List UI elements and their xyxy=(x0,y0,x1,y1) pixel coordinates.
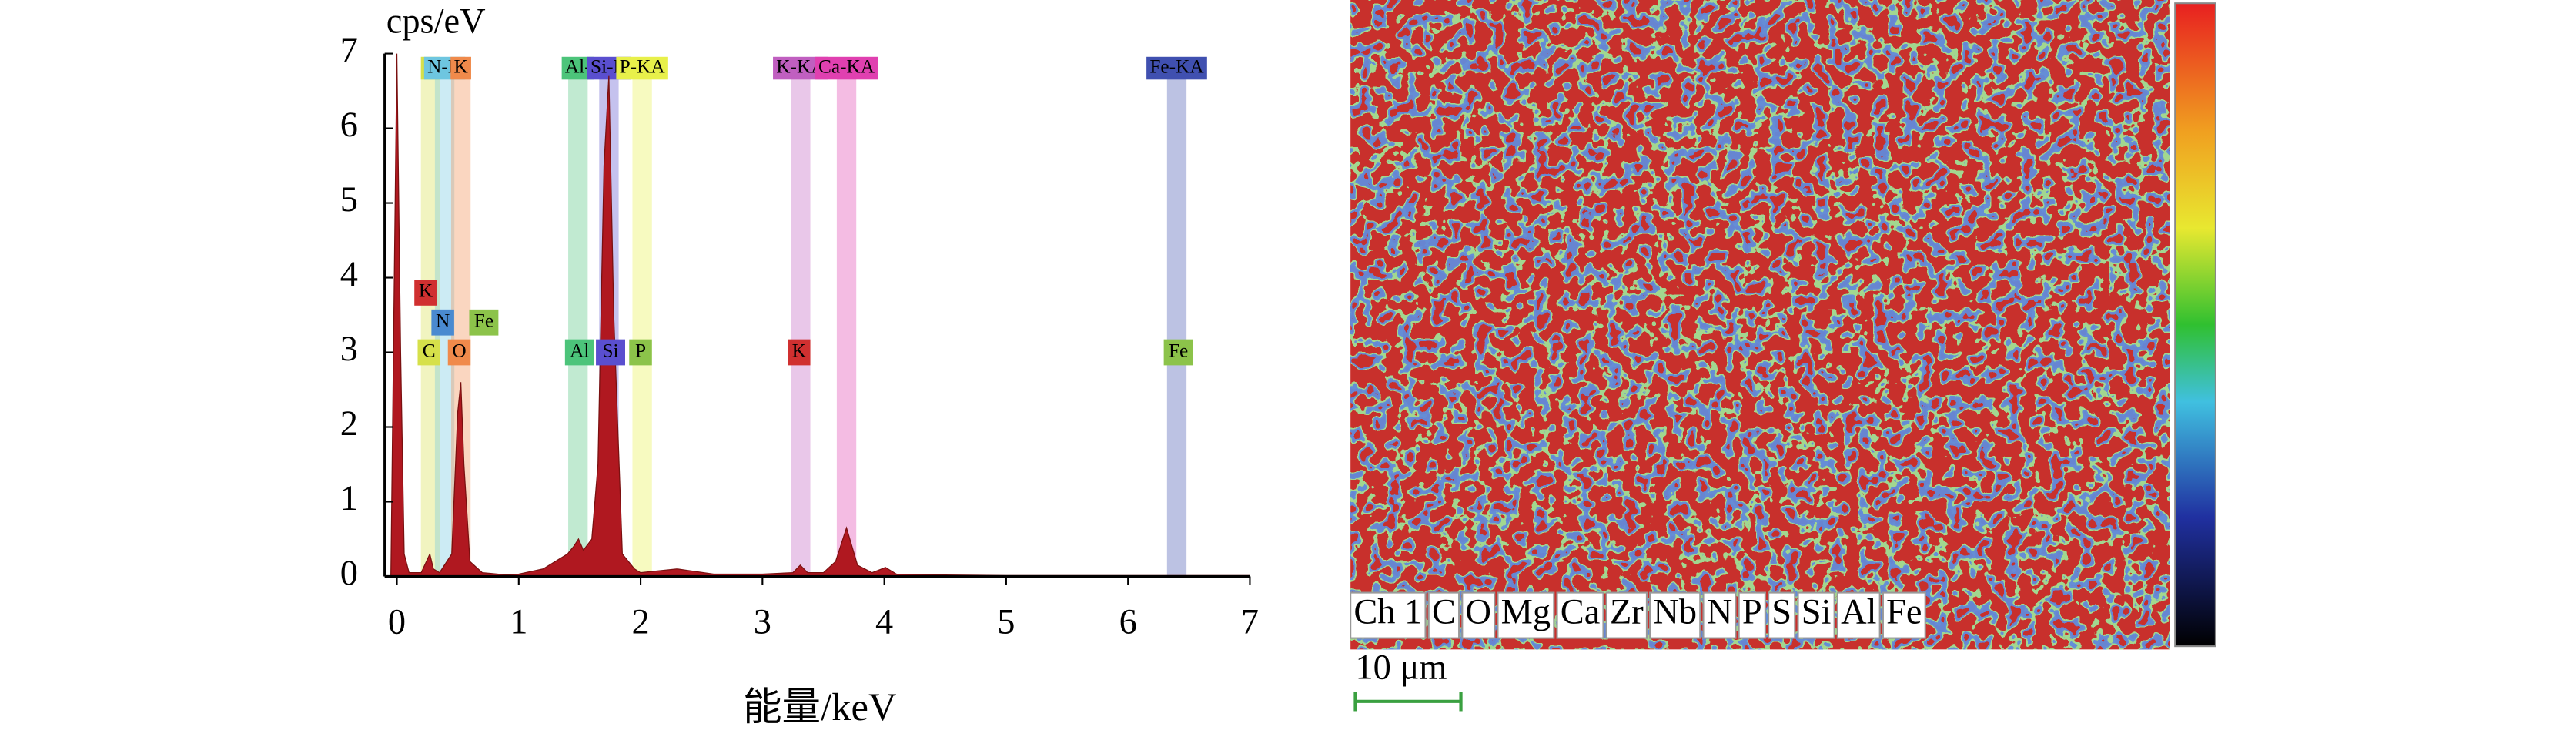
spectrum-chart: cps/eV 能量/keV CN-KKAl-Si-KP-KAK-KACa-KAF… xyxy=(340,2,1259,729)
marker-box xyxy=(447,339,471,366)
y-tick-label: 3 xyxy=(340,330,358,369)
marker-label: Si xyxy=(602,340,618,361)
channel-label: Zr xyxy=(1610,593,1644,632)
line-band xyxy=(791,66,811,577)
x-tick-label: 5 xyxy=(997,602,1015,641)
marker-label: Al xyxy=(570,340,589,361)
line-band xyxy=(836,66,857,577)
channel-box xyxy=(1427,591,1460,639)
marker-box xyxy=(1163,339,1193,366)
marker-box xyxy=(596,339,625,366)
line-label: P-KA xyxy=(620,55,666,77)
x-tick-label: 0 xyxy=(388,602,406,641)
channel-label: S xyxy=(1771,593,1791,632)
line-label-box xyxy=(1146,56,1207,80)
x-tick-label: 7 xyxy=(1241,602,1259,641)
channel-box xyxy=(1836,591,1881,639)
y-axis-unit: cps/eV xyxy=(386,2,486,41)
channel-label: Ch 1 xyxy=(1353,593,1422,632)
channel-label: N xyxy=(1707,593,1733,632)
channel-box xyxy=(1350,591,1427,639)
marker-label: Fe xyxy=(1169,340,1188,361)
x-tick-label: 4 xyxy=(875,602,893,641)
line-label: Ca-KA xyxy=(818,55,875,77)
marker-label: N xyxy=(436,310,450,332)
color-bar xyxy=(2174,2,2216,648)
scale-bar-label: 10 μm xyxy=(1355,648,1447,687)
y-tick-label: 6 xyxy=(340,106,358,145)
channel-label: C xyxy=(1432,593,1456,632)
channel-label: Ca xyxy=(1561,593,1601,632)
channel-box xyxy=(1882,591,1926,639)
channel-box xyxy=(1797,591,1835,639)
x-tick-label: 3 xyxy=(754,602,771,641)
line-band xyxy=(1166,66,1187,577)
channel-box xyxy=(1556,591,1604,639)
x-tick-label: 2 xyxy=(631,602,649,641)
channel-box xyxy=(1605,591,1648,639)
line-label-box xyxy=(815,56,878,80)
marker-label: K xyxy=(792,340,807,361)
marker-label: O xyxy=(452,340,466,361)
marker-box xyxy=(414,280,437,306)
y-tick-label: 0 xyxy=(340,554,358,593)
marker-box xyxy=(417,339,441,366)
line-band xyxy=(632,66,652,577)
spectrum-area xyxy=(390,53,1250,578)
y-tick-label: 4 xyxy=(340,255,358,294)
marker-box xyxy=(788,339,811,366)
map-speckle xyxy=(1350,0,2170,650)
y-tick-label: 1 xyxy=(340,479,358,518)
channel-label: Fe xyxy=(1886,593,1922,632)
marker-label: K xyxy=(419,280,433,302)
y-tick-label: 5 xyxy=(340,180,358,219)
line-label: K xyxy=(453,55,468,77)
line-label: Fe-KA xyxy=(1149,55,1204,77)
y-tick-label: 7 xyxy=(340,31,358,70)
channel-box xyxy=(1461,591,1496,639)
line-label-box xyxy=(450,56,471,80)
channel-box xyxy=(1497,591,1555,639)
y-tick-label: 2 xyxy=(340,404,358,444)
element-map: Ch 1 C O Mg Ca Zr Nb N P S Si Al Fe 10 μm xyxy=(1350,0,2216,712)
channel-label: P xyxy=(1742,593,1762,632)
channel-box xyxy=(1768,591,1796,639)
x-tick-label: 1 xyxy=(510,602,527,641)
channel-box xyxy=(1649,591,1701,639)
marker-box xyxy=(629,339,652,366)
marker-label: C xyxy=(423,340,436,361)
line-band xyxy=(568,66,588,577)
marker-box xyxy=(431,309,454,336)
channel-label: O xyxy=(1466,593,1492,632)
marker-label: Fe xyxy=(474,310,493,332)
channel-label: Mg xyxy=(1501,593,1551,632)
marker-box xyxy=(564,339,594,366)
channel-box xyxy=(1702,591,1737,639)
marker-box xyxy=(469,309,499,336)
channel-label: Si xyxy=(1802,593,1832,632)
line-label-box xyxy=(616,56,668,80)
channel-labels: Ch 1 C O Mg Ca Zr Nb N P S Si Al Fe xyxy=(1350,591,1926,639)
channel-label: Al xyxy=(1841,593,1876,632)
line-label: Al- xyxy=(565,55,591,77)
x-axis-label: 能量/keV xyxy=(743,685,897,729)
channel-box xyxy=(1738,591,1766,639)
x-tick-label: 6 xyxy=(1119,602,1137,641)
marker-label: P xyxy=(635,340,646,361)
channel-label: Nb xyxy=(1653,593,1697,632)
